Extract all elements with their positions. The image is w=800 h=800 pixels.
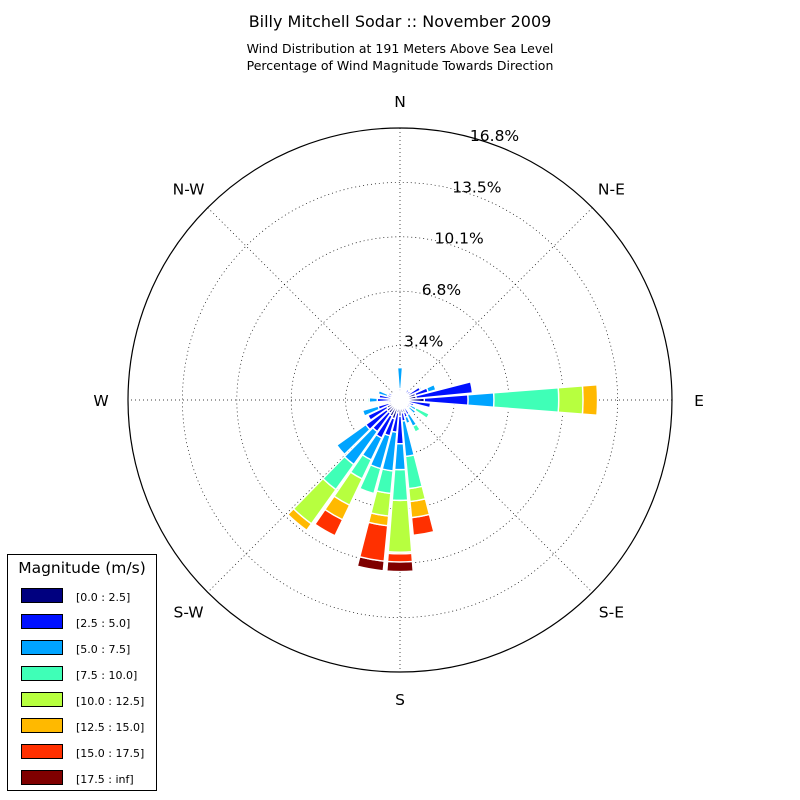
direction-label: S (395, 691, 405, 709)
legend-label: [5.0 : 7.5] (76, 643, 131, 656)
wind-sector-bar (404, 454, 423, 490)
radial-tick-label: 10.1% (435, 230, 484, 248)
legend-swatch (21, 744, 63, 759)
legend-swatch (21, 614, 63, 629)
legend-swatch (21, 588, 63, 603)
radial-tick-label: 13.5% (452, 178, 501, 196)
radial-gridline (290, 290, 510, 510)
legend-swatch (21, 640, 63, 655)
wind-sector-bar (386, 560, 414, 573)
legend-label: [2.5 : 5.0] (76, 617, 131, 630)
direction-label: N (394, 93, 406, 111)
legend: Magnitude (m/s) [0.0 : 2.5] [2.5 : 5.0] … (7, 554, 157, 791)
legend-label: [0.0 : 2.5] (76, 591, 131, 604)
wind-sector-bar (368, 396, 379, 404)
wind-sector-bar (387, 499, 413, 553)
wind-sector-bar (557, 385, 584, 415)
wind-sector-bar (370, 490, 392, 517)
legend-label: [10.0 : 12.5] (76, 695, 145, 708)
direction-label: E (694, 392, 704, 410)
legend-label: [7.5 : 10.0] (76, 669, 138, 682)
direction-label: N-E (598, 181, 625, 199)
legend-swatch (21, 718, 63, 733)
wind-sector-bar (396, 366, 404, 390)
radial-gridline (182, 182, 618, 618)
direction-label: W (93, 392, 108, 410)
legend-label: [15.0 : 17.5] (76, 747, 145, 760)
wind-sector-bar (581, 384, 599, 416)
chart-title: Billy Mitchell Sodar :: November 2009 (248, 12, 552, 31)
legend-label: [17.5 : inf] (76, 773, 134, 786)
chart-subtitle-line-1: Wind Distribution at 191 Meters Above Se… (246, 41, 554, 56)
radial-tick-label: 16.8% (470, 127, 519, 145)
wind-sector-bar (358, 521, 389, 562)
direction-label: N-W (173, 181, 205, 199)
wind-sector-bar (399, 399, 409, 403)
legend-swatch (21, 666, 63, 681)
radial-tick-label: 6.8% (422, 281, 461, 299)
chart-subtitle-line-2: Percentage of Wind Magnitude Towards Dir… (246, 58, 554, 73)
polar-outer-circle (127, 127, 673, 673)
legend-label: [12.5 : 15.0] (76, 721, 145, 734)
wind-sector-bar (492, 387, 560, 413)
direction-label: S-W (174, 603, 204, 621)
wind-sector-bar (467, 392, 495, 408)
wind-sector-bar (386, 552, 414, 563)
legend-swatch (21, 692, 63, 707)
wind-sector-bar (393, 442, 407, 471)
legend-title: Magnitude (m/s) (18, 559, 146, 577)
direction-label: S-E (599, 603, 624, 621)
wind-sector-bar (413, 406, 431, 420)
wind-sector-bar (391, 468, 409, 502)
legend-swatch (21, 770, 63, 785)
radial-tick-label: 3.4% (404, 333, 443, 351)
